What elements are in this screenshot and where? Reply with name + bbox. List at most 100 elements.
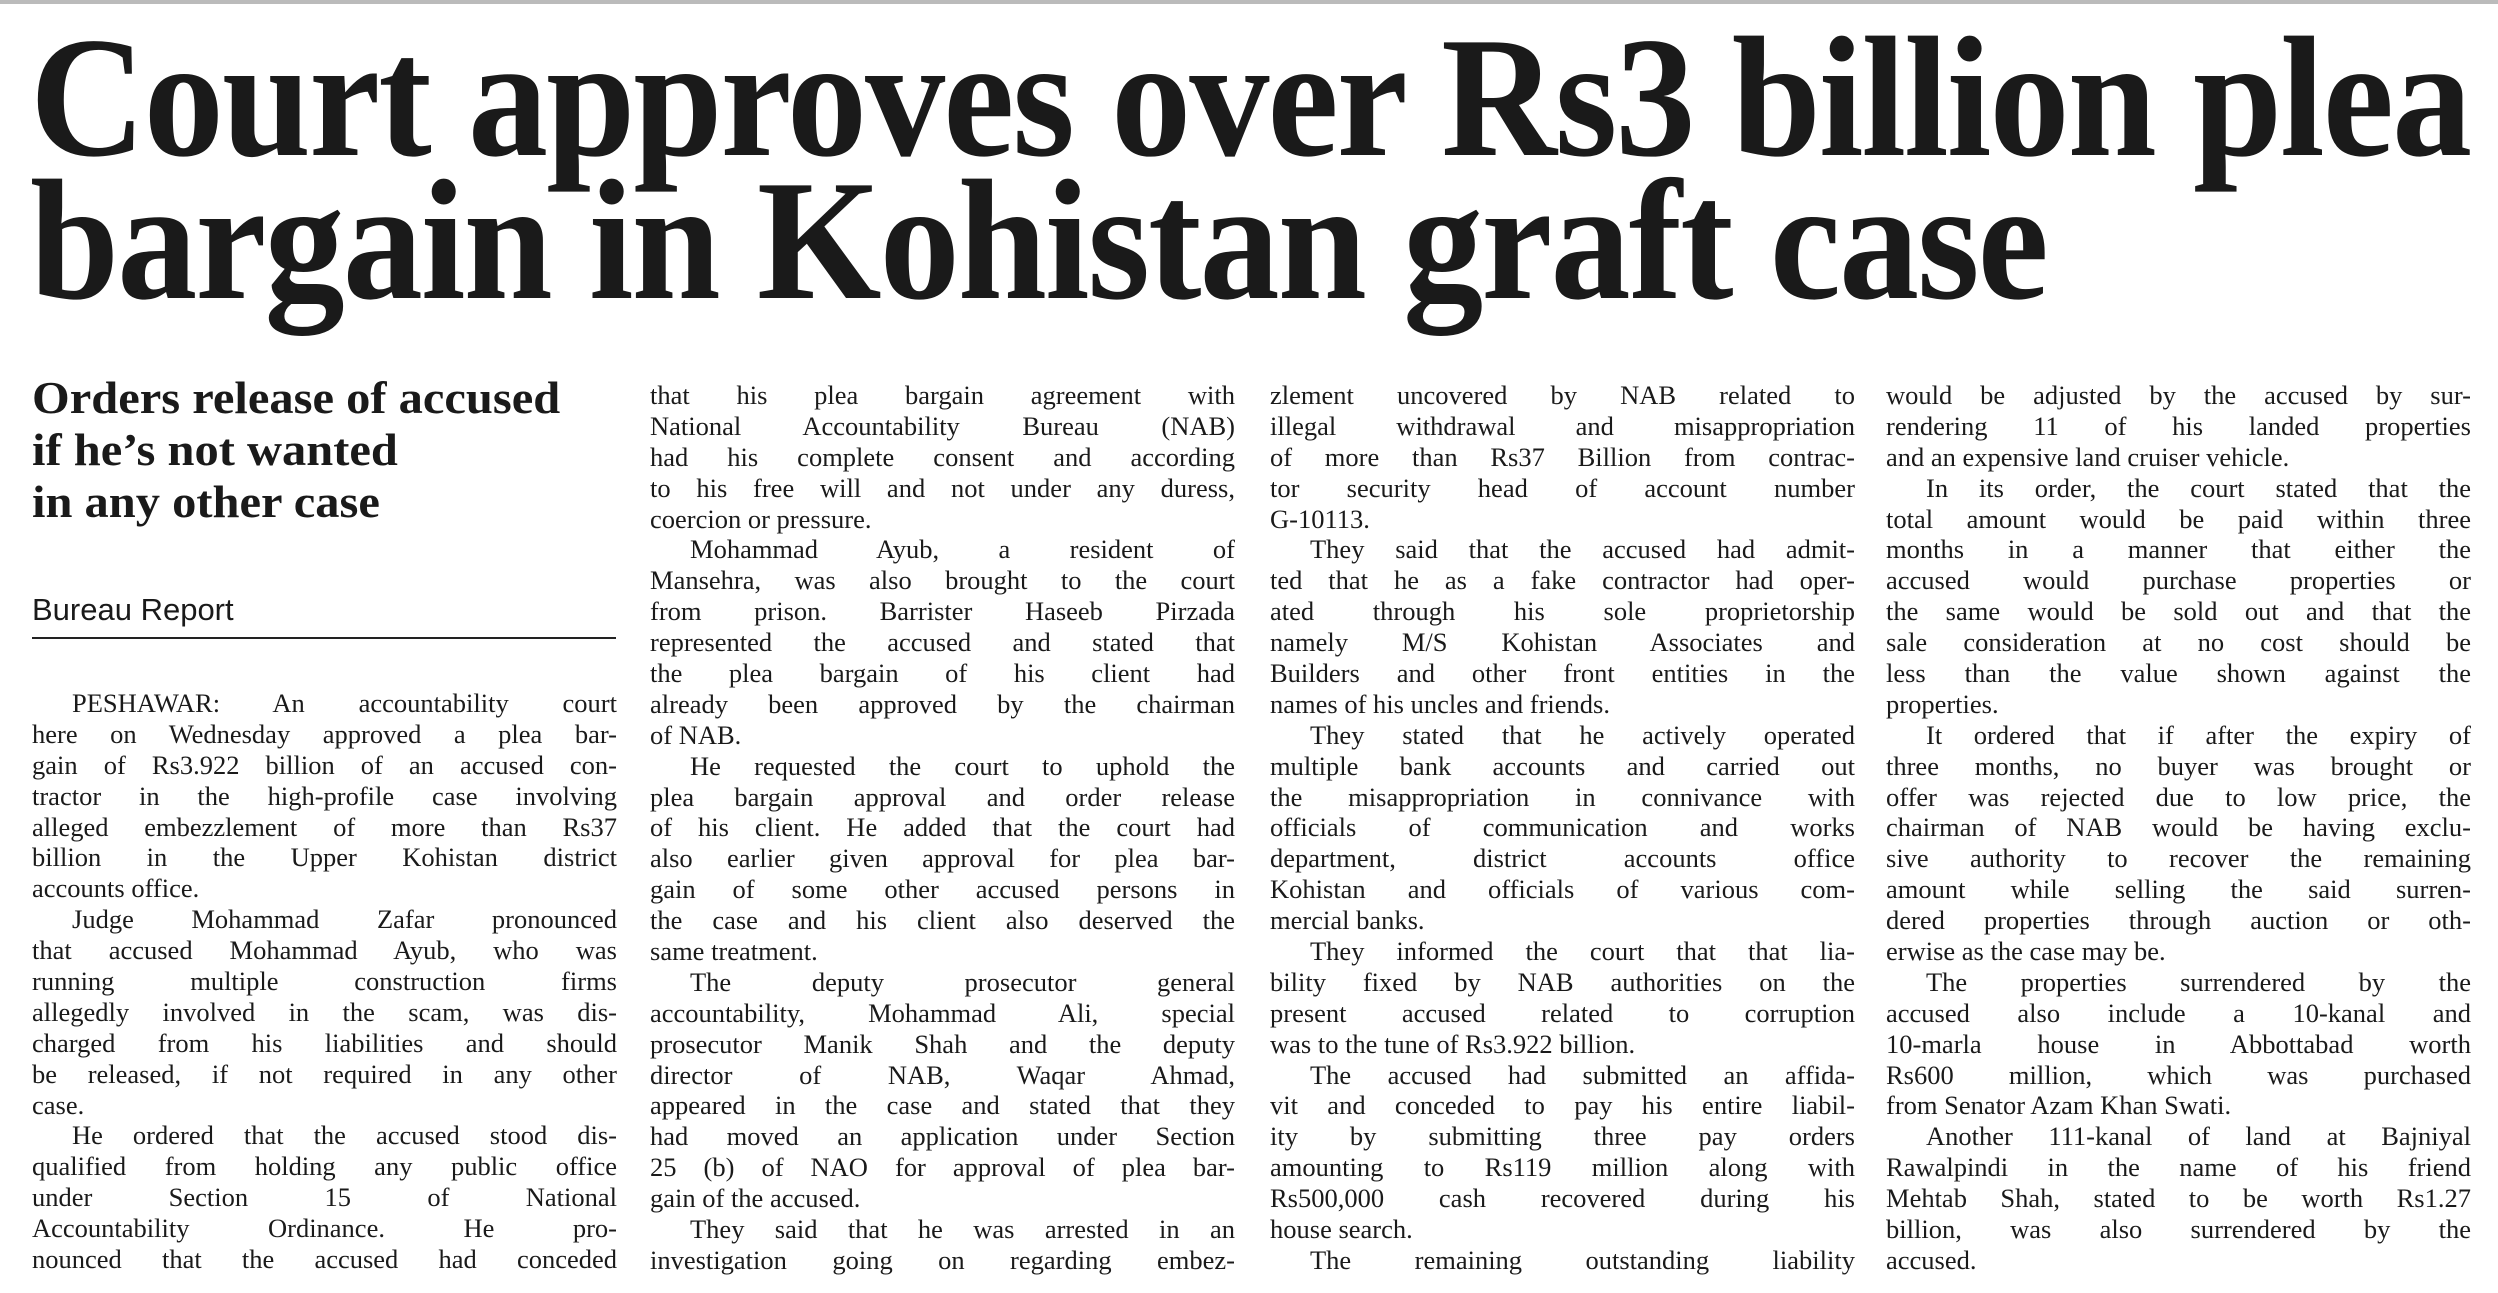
- paragraph: Judge Mohammad Zafar pronounced that accu…: [32, 904, 617, 1120]
- text-line: amount while selling the said surren-: [1886, 874, 2471, 905]
- paragraph: that his plea bargain agreement with Nati…: [650, 380, 1235, 534]
- paragraph: The deputy prosecutor general accountabil…: [650, 967, 1235, 1214]
- text-line: offer was rejected due to low price, the: [1886, 781, 2471, 812]
- text-line: Another 111-kanal of land at Bajniyal: [1926, 1121, 2471, 1152]
- subhead-line-3: in any other case: [32, 476, 380, 527]
- paragraph: Another 111-kanal of land at Bajniyal Raw…: [1886, 1121, 2471, 1275]
- text-line: be released, if not required in any othe…: [32, 1058, 617, 1089]
- text-line: present accused related to corruption: [1270, 997, 1855, 1028]
- paragraph: The remaining outstanding liability: [1270, 1245, 1855, 1276]
- text-line: It ordered that if after the expiry of: [1926, 719, 2471, 750]
- text-line: billion in the Upper Kohistan district: [32, 842, 617, 873]
- text-line: the same would be sold out and that the: [1886, 596, 2471, 627]
- text-line: had moved an application under Section: [650, 1121, 1235, 1152]
- text-line: had his complete consent and according: [650, 441, 1235, 472]
- text-line: charged from his liabilities and should: [32, 1027, 617, 1058]
- text-line: They stated that he actively operated: [1310, 719, 1855, 750]
- text-line: erwise as the case may be.: [1886, 936, 2166, 967]
- text-line: mercial banks.: [1270, 905, 1425, 936]
- text-line: They said that the accused had admit-: [1310, 534, 1855, 565]
- text-line: sive authority to recover the remaining: [1886, 843, 2471, 874]
- text-line: The deputy prosecutor general: [690, 966, 1235, 997]
- paragraph: They informed the court that that lia-bi…: [1270, 936, 1855, 1060]
- byline-divider: [32, 637, 616, 639]
- headline-line-1: Court approves over Rs3 billion plea: [30, 3, 2472, 193]
- text-line: illegal withdrawal and misappropriation: [1270, 410, 1855, 441]
- text-line: multiple bank accounts and carried out: [1270, 750, 1855, 781]
- text-line: coercion or pressure.: [650, 503, 872, 534]
- top-rule: [0, 0, 2498, 4]
- text-line: He requested the court to uphold the: [690, 750, 1235, 781]
- text-line: alleged embezzlement of more than Rs37: [32, 811, 617, 842]
- paragraph: The accused had submitted an affida-vit …: [1270, 1060, 1855, 1245]
- paragraph: The properties surrendered by the accused…: [1886, 967, 2471, 1121]
- text-line: ated through his sole proprietorship: [1270, 596, 1855, 627]
- text-line: would be adjusted by the accused by sur-: [1886, 380, 2471, 410]
- paragraph: Mohammad Ayub, a resident of Mansehra, wa…: [650, 534, 1235, 750]
- text-line: 10-marla house in Abbottabad worth: [1886, 1028, 2471, 1059]
- text-line: director of NAB, Waqar Ahmad,: [650, 1059, 1235, 1090]
- text-line: He ordered that the accused stood dis-: [72, 1120, 617, 1151]
- text-line: accounts office.: [32, 873, 200, 904]
- text-line: gain of Rs3.922 billion of an accused co…: [32, 749, 617, 780]
- text-line: billion, was also surrendered by the: [1886, 1214, 2471, 1245]
- text-line: case.: [32, 1089, 85, 1120]
- article-column-4: would be adjusted by the accused by sur-…: [1886, 380, 2471, 1276]
- text-line: also earlier given approval for plea bar…: [650, 843, 1235, 874]
- text-line: tractor in the high-profile case involvi…: [32, 780, 617, 811]
- text-line: vit and conceded to pay his entire liabi…: [1270, 1090, 1855, 1121]
- text-line: from Senator Azam Khan Swati.: [1886, 1090, 2232, 1121]
- article-column-2: that his plea bargain agreement with Nati…: [650, 380, 1235, 1276]
- text-line: the misappropriation in connivance with: [1270, 781, 1855, 812]
- text-line: G-10113.: [1270, 503, 1370, 534]
- text-line: The properties surrendered by the: [1926, 966, 2471, 997]
- paragraph: He requested the court to uphold the plea…: [650, 751, 1235, 967]
- text-line: investigation going on regarding embez-: [650, 1244, 1235, 1275]
- text-line: officials of communication and works: [1270, 812, 1855, 843]
- text-line: was to the tune of Rs3.922 billion.: [1270, 1028, 1636, 1059]
- text-line: accused would purchase properties or: [1886, 565, 2471, 596]
- text-line: accountability, Mohammad Ali, special: [650, 997, 1235, 1028]
- text-line: tor security head of account number: [1270, 472, 1855, 503]
- article-column-1: PESHAWAR: An accountability court here on…: [32, 688, 617, 1275]
- text-line: amounting to Rs119 million along with: [1270, 1152, 1855, 1183]
- article-column-3: zlement uncovered by NAB related to illeg…: [1270, 380, 1855, 1276]
- paragraph: PESHAWAR: An accountability court here on…: [32, 688, 617, 904]
- text-line: accused also include a 10-kanal and: [1886, 997, 2471, 1028]
- text-line: Rawalpindi in the name of his friend: [1886, 1152, 2471, 1183]
- text-line: of NAB.: [650, 719, 742, 750]
- text-line: of more than Rs37 Billion from contrac-: [1270, 441, 1855, 472]
- text-line: Builders and other front entities in the: [1270, 658, 1855, 689]
- text-line: allegedly involved in the scam, was dis-: [32, 996, 617, 1027]
- text-line: properties.: [1886, 688, 1999, 719]
- text-line: that accused Mohammad Ayub, who was: [32, 935, 617, 966]
- text-line: here on Wednesday approved a plea bar-: [32, 718, 617, 749]
- text-line: Judge Mohammad Zafar pronounced: [72, 904, 617, 935]
- text-line: appeared in the case and stated that the…: [650, 1090, 1235, 1121]
- text-line: ity by submitting three pay orders: [1270, 1121, 1855, 1152]
- text-line: namely M/S Kohistan Associates and: [1270, 627, 1855, 658]
- text-line: Rs500,000 cash recovered during his: [1270, 1183, 1855, 1214]
- paragraph: It ordered that if after the expiry of th…: [1886, 720, 2471, 967]
- text-line: They said that he was arrested in an: [690, 1214, 1235, 1245]
- paragraph: He ordered that the accused stood dis-qu…: [32, 1120, 617, 1274]
- text-line: gain of some other accused persons in: [650, 874, 1235, 905]
- text-line: house search.: [1270, 1214, 1413, 1245]
- text-line: sale consideration at no cost should be: [1886, 627, 2471, 658]
- byline: Bureau Report: [32, 592, 234, 627]
- text-line: ted that he as a fake contractor had ope…: [1270, 565, 1855, 596]
- text-line: under Section 15 of National: [32, 1182, 617, 1213]
- paragraph: They stated that he actively operated mul…: [1270, 720, 1855, 936]
- text-line: prosecutor Manik Shah and the deputy: [650, 1028, 1235, 1059]
- text-line: The accused had submitted an affida-: [1310, 1059, 1855, 1090]
- text-line: qualified from holding any public office: [32, 1151, 617, 1182]
- text-line: Accountability Ordinance. He pro-: [32, 1213, 617, 1244]
- text-line: Mehtab Shah, stated to be worth Rs1.27: [1886, 1183, 2471, 1214]
- text-line: gain of the accused.: [650, 1183, 861, 1214]
- text-line: the case and his client also deserved th…: [650, 905, 1235, 936]
- paragraph: In its order, the court stated that the t…: [1886, 473, 2471, 720]
- paragraph: They said that he was arrested in an inve…: [650, 1214, 1235, 1276]
- text-line: chairman of NAB would be having exclu-: [1886, 812, 2471, 843]
- text-line: represented the accused and stated that: [650, 627, 1235, 658]
- text-line: already been approved by the chairman: [650, 688, 1235, 719]
